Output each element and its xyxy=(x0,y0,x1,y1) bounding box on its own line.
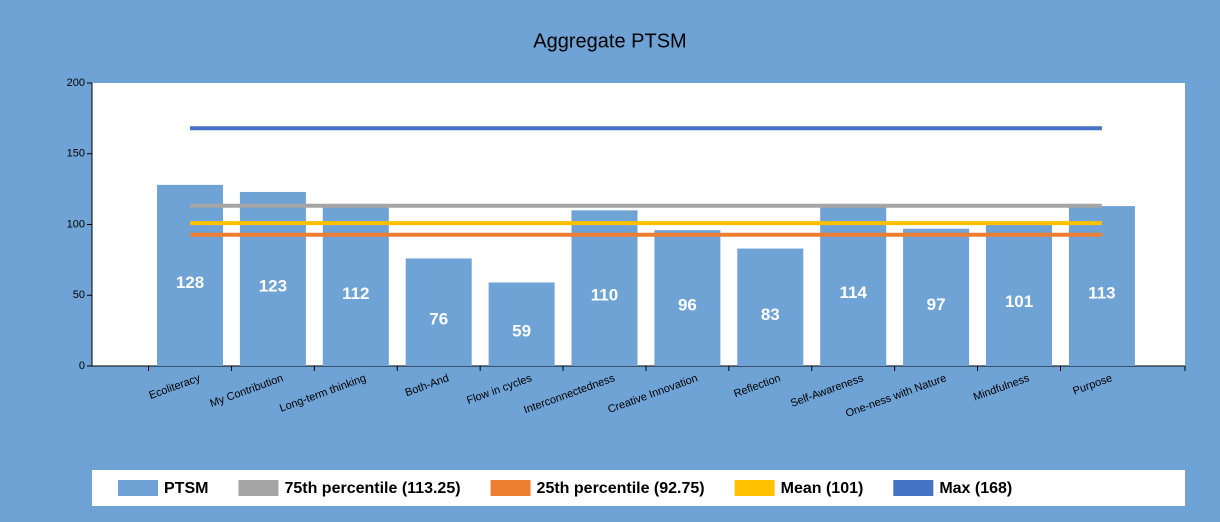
data-label: 83 xyxy=(761,305,780,324)
data-label: 76 xyxy=(429,310,448,329)
legend-label: Mean (101) xyxy=(781,480,864,497)
bar xyxy=(488,282,555,366)
y-tick-label: 100 xyxy=(67,218,85,230)
data-label: 101 xyxy=(1005,292,1033,311)
legend-swatch xyxy=(893,480,934,496)
bar xyxy=(737,248,804,366)
data-label: 112 xyxy=(342,284,369,303)
data-label: 59 xyxy=(512,322,531,341)
data-label: 110 xyxy=(591,286,618,305)
legend-label: 75th percentile (113.25) xyxy=(284,480,460,497)
legend-swatch xyxy=(490,480,531,496)
data-label: 114 xyxy=(839,283,867,302)
legend-label: Max (168) xyxy=(939,480,1012,497)
bar xyxy=(903,228,970,366)
y-tick-label: 200 xyxy=(67,77,85,89)
bar xyxy=(405,258,472,366)
bar xyxy=(157,184,223,366)
data-label: 113 xyxy=(1088,284,1115,303)
bar xyxy=(986,223,1052,366)
data-label: 128 xyxy=(176,273,204,292)
legend-swatch xyxy=(238,480,279,496)
legend-label: 25th percentile (92.75) xyxy=(537,480,705,497)
legend-swatch xyxy=(734,480,775,496)
bar xyxy=(654,230,721,366)
y-tick-label: 0 xyxy=(79,360,85,372)
data-label: 97 xyxy=(927,295,946,314)
legend-label: PTSM xyxy=(164,480,208,497)
data-label: 96 xyxy=(678,296,697,315)
chart-title: Aggregate PTSM xyxy=(533,30,686,52)
y-tick-label: 150 xyxy=(67,148,85,160)
data-label: 123 xyxy=(259,276,287,295)
bar xyxy=(239,191,306,366)
y-tick-label: 50 xyxy=(73,289,85,301)
bar xyxy=(1068,206,1135,366)
legend-swatch xyxy=(118,480,158,496)
bar xyxy=(820,204,887,366)
